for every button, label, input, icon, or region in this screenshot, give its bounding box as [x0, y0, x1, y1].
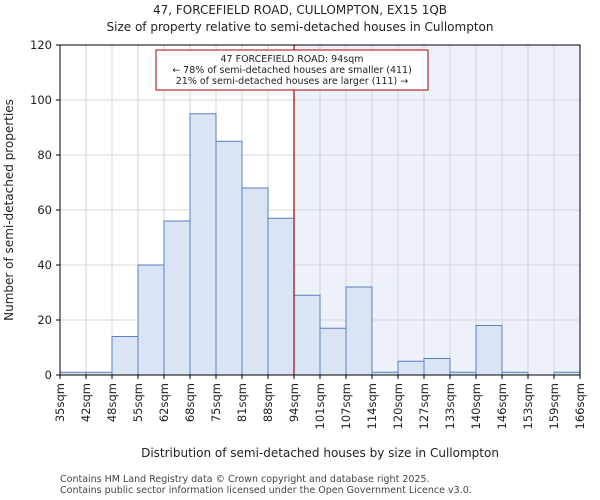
x-tick-label: 146sqm: [495, 383, 509, 429]
x-tick-label: 55sqm: [131, 383, 145, 422]
bar-101sqm: [319, 327, 347, 376]
x-tick-label: 127sqm: [417, 383, 431, 429]
y-tick-label: 20: [37, 313, 52, 327]
x-tick-label: 81sqm: [235, 383, 249, 422]
y-tick-label: 40: [37, 258, 52, 272]
annotation-box: 47 FORCEFIELD ROAD: 94sqm ← 78% of semi-…: [155, 49, 429, 91]
x-tick-label: 120sqm: [391, 383, 405, 429]
x-tick-label: 62sqm: [157, 383, 171, 422]
x-tick-label: 166sqm: [573, 383, 587, 429]
bar-120sqm: [397, 360, 425, 376]
y-tick-label: 100: [30, 93, 52, 107]
annotation-line-3: 21% of semi-detached houses are larger (…: [176, 76, 409, 87]
bar-68sqm: [189, 113, 217, 376]
y-tick-label: 60: [37, 203, 52, 217]
x-tick-label: 133sqm: [443, 383, 457, 429]
annotation-line-2: ← 78% of semi-detached houses are smalle…: [172, 65, 412, 76]
x-tick-label: 159sqm: [547, 383, 561, 429]
x-tick-label: 94sqm: [287, 383, 301, 422]
bar-48sqm: [111, 336, 139, 376]
x-tick-label: 35sqm: [53, 383, 67, 422]
y-axis-label: Number of semi-detached properties: [2, 99, 16, 321]
x-tick-label: 153sqm: [521, 383, 535, 429]
chart-title: 47, FORCEFIELD ROAD, CULLOMPTON, EX15 1Q…: [152, 3, 448, 17]
chart-subtitle: Size of property relative to semi-detach…: [106, 20, 494, 34]
bar-81sqm: [241, 187, 269, 376]
bar-107sqm: [345, 286, 373, 376]
histogram-chart: 0 20 40 60 80 100 120 35sqm 42sqm 48sqm 55sqm 62sq…: [2, 38, 587, 460]
x-tick-label: 48sqm: [105, 383, 119, 422]
bar-140sqm: [475, 325, 503, 376]
y-tick-label: 120: [30, 38, 52, 52]
bar-62sqm: [163, 220, 191, 376]
y-tick-label: 80: [37, 148, 52, 162]
y-tick-label: 0: [45, 368, 52, 382]
x-tick-label: 140sqm: [469, 383, 483, 429]
footer-copyright: Contains HM Land Registry data © Crown c…: [60, 474, 430, 485]
bar-75sqm: [215, 140, 243, 376]
x-tick-label: 75sqm: [209, 383, 223, 422]
bar-88sqm: [267, 217, 295, 376]
x-axis-label: Distribution of semi-detached houses by …: [141, 446, 499, 460]
bar-55sqm: [137, 264, 165, 376]
annotation-line-1: 47 FORCEFIELD ROAD: 94sqm: [221, 54, 364, 65]
bar-94sqm: [293, 294, 321, 376]
x-tick-label: 107sqm: [339, 383, 353, 429]
x-tick-label: 68sqm: [183, 383, 197, 422]
x-tick-label: 42sqm: [79, 383, 93, 422]
x-tick-label: 101sqm: [313, 383, 327, 429]
x-tick-label: 114sqm: [365, 383, 379, 429]
footer-licence: Contains public sector information licen…: [60, 485, 472, 496]
x-tick-label: 88sqm: [261, 383, 275, 422]
bar-127sqm: [423, 358, 451, 376]
